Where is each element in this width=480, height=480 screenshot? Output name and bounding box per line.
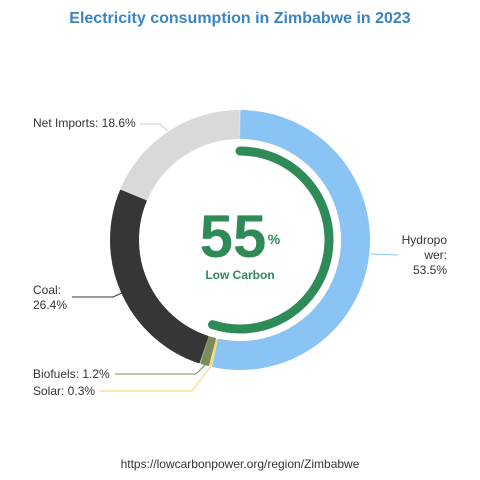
label-biofuels: Biofuels: 1.2% xyxy=(33,367,110,381)
leader-lines-group xyxy=(72,123,399,392)
slice-net-imports[interactable] xyxy=(120,110,240,201)
leader-biofuels xyxy=(115,363,207,375)
slice-solar[interactable] xyxy=(209,339,218,366)
label-coal: 26.4% xyxy=(33,298,67,312)
center-label: Low Carbon xyxy=(205,268,274,282)
leader-hydropower xyxy=(370,253,399,256)
low-carbon-ring-group xyxy=(207,146,334,334)
slice-hydropower[interactable] xyxy=(212,110,370,370)
label-hydropower: Hydropo xyxy=(402,233,448,247)
label-net-imports: Net Imports: 18.6% xyxy=(33,116,136,130)
center-value: 55 xyxy=(200,203,267,270)
leader-coal xyxy=(72,292,123,298)
label-hydropower: wer: xyxy=(423,248,447,262)
label-solar: Solar: 0.3% xyxy=(33,384,95,398)
slices-group xyxy=(110,110,370,370)
source-url[interactable]: https://lowcarbonpower.org/region/Zimbab… xyxy=(120,457,360,471)
label-hydropower: 53.5% xyxy=(413,263,447,277)
chart-title: Electricity consumption in Zimbabwe in 2… xyxy=(69,10,411,27)
leader-net-imports xyxy=(140,123,169,132)
center-group: 55 % Low Carbon xyxy=(200,203,281,282)
low-carbon-ring xyxy=(207,146,334,334)
leader-solar xyxy=(99,365,212,392)
slice-coal[interactable] xyxy=(110,189,209,364)
center-unit: % xyxy=(268,231,281,247)
label-coal: Coal: xyxy=(33,283,61,297)
